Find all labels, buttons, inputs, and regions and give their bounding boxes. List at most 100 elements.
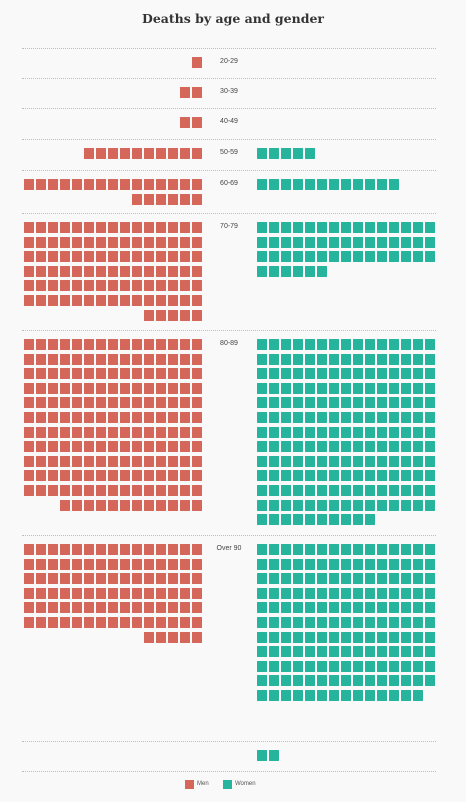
men-square xyxy=(120,382,130,394)
men-square xyxy=(144,631,154,643)
women-square xyxy=(257,750,267,761)
men-square xyxy=(180,251,190,263)
men-square xyxy=(180,295,190,306)
women-square xyxy=(257,485,267,496)
men-square xyxy=(36,251,46,263)
women-square xyxy=(389,368,399,380)
women-square xyxy=(317,514,327,526)
women-square xyxy=(341,470,351,482)
men-square xyxy=(180,470,190,482)
women-square xyxy=(341,441,351,453)
men-square xyxy=(132,412,142,423)
men-square xyxy=(72,339,82,350)
men-square xyxy=(96,265,106,277)
men-square xyxy=(108,397,118,409)
men-square xyxy=(48,222,58,233)
men-square xyxy=(168,353,178,365)
women-square xyxy=(305,236,315,248)
women-square xyxy=(329,499,339,511)
age-label: 70-79 xyxy=(220,223,238,230)
men-square xyxy=(24,339,34,350)
women-square xyxy=(365,397,375,409)
women-square xyxy=(329,397,339,409)
women-square xyxy=(293,587,303,599)
men-square xyxy=(144,441,154,453)
men-square xyxy=(156,587,166,599)
women-square xyxy=(377,179,387,190)
men-square xyxy=(144,193,154,205)
women-square xyxy=(425,368,435,380)
women-square xyxy=(257,222,267,233)
women-square xyxy=(353,617,363,628)
men-square xyxy=(24,412,34,423)
men-square xyxy=(60,265,70,277)
women-square xyxy=(293,573,303,585)
women-square xyxy=(305,587,315,599)
men-square xyxy=(168,236,178,248)
men-square xyxy=(144,470,154,482)
men-square xyxy=(132,470,142,482)
women-square xyxy=(377,587,387,599)
women-square xyxy=(353,339,363,350)
women-square xyxy=(425,339,435,350)
women-square xyxy=(317,455,327,467)
women-square xyxy=(389,646,399,658)
women-square xyxy=(425,631,435,643)
women-square xyxy=(317,251,327,263)
women-square xyxy=(269,412,279,423)
women-square xyxy=(293,265,303,277)
women-square xyxy=(377,617,387,628)
men-square xyxy=(144,148,154,159)
row-separator xyxy=(22,330,436,331)
men-square xyxy=(48,441,58,453)
women-square xyxy=(425,573,435,585)
women-square xyxy=(281,485,291,496)
women-square xyxy=(377,441,387,453)
women-square xyxy=(257,470,267,482)
men-square xyxy=(24,236,34,248)
women-square xyxy=(413,646,423,658)
men-square xyxy=(168,412,178,423)
men-square xyxy=(168,368,178,380)
women-square xyxy=(305,353,315,365)
men-square xyxy=(192,397,202,409)
men-square xyxy=(168,602,178,614)
men-square xyxy=(48,353,58,365)
women-square xyxy=(389,179,399,190)
women-square xyxy=(401,587,411,599)
women-square xyxy=(257,265,267,277)
women-square xyxy=(353,587,363,599)
age-label: 40-49 xyxy=(220,118,238,125)
men-square xyxy=(60,368,70,380)
men-square xyxy=(144,368,154,380)
men-square xyxy=(84,295,94,306)
women-square xyxy=(341,631,351,643)
men-square xyxy=(180,485,190,496)
women-square xyxy=(377,222,387,233)
women-square xyxy=(293,690,303,701)
women-square xyxy=(365,675,375,687)
men-square xyxy=(180,587,190,599)
men-square xyxy=(96,368,106,380)
women-square xyxy=(377,339,387,350)
men-square xyxy=(120,455,130,467)
women-square xyxy=(341,587,351,599)
women-square xyxy=(293,179,303,190)
women-square xyxy=(269,397,279,409)
men-square xyxy=(72,426,82,438)
chart-title: Deaths by age and gender xyxy=(142,11,324,26)
women-square xyxy=(305,455,315,467)
men-square xyxy=(24,280,34,292)
men-square xyxy=(24,558,34,570)
women-square xyxy=(401,412,411,423)
women-square xyxy=(401,646,411,658)
women-square xyxy=(293,236,303,248)
women-square xyxy=(389,382,399,394)
men-square xyxy=(36,265,46,277)
women-square xyxy=(257,236,267,248)
women-square xyxy=(413,470,423,482)
men-square xyxy=(96,412,106,423)
men-square xyxy=(108,295,118,306)
men-square xyxy=(120,265,130,277)
women-square xyxy=(377,353,387,365)
